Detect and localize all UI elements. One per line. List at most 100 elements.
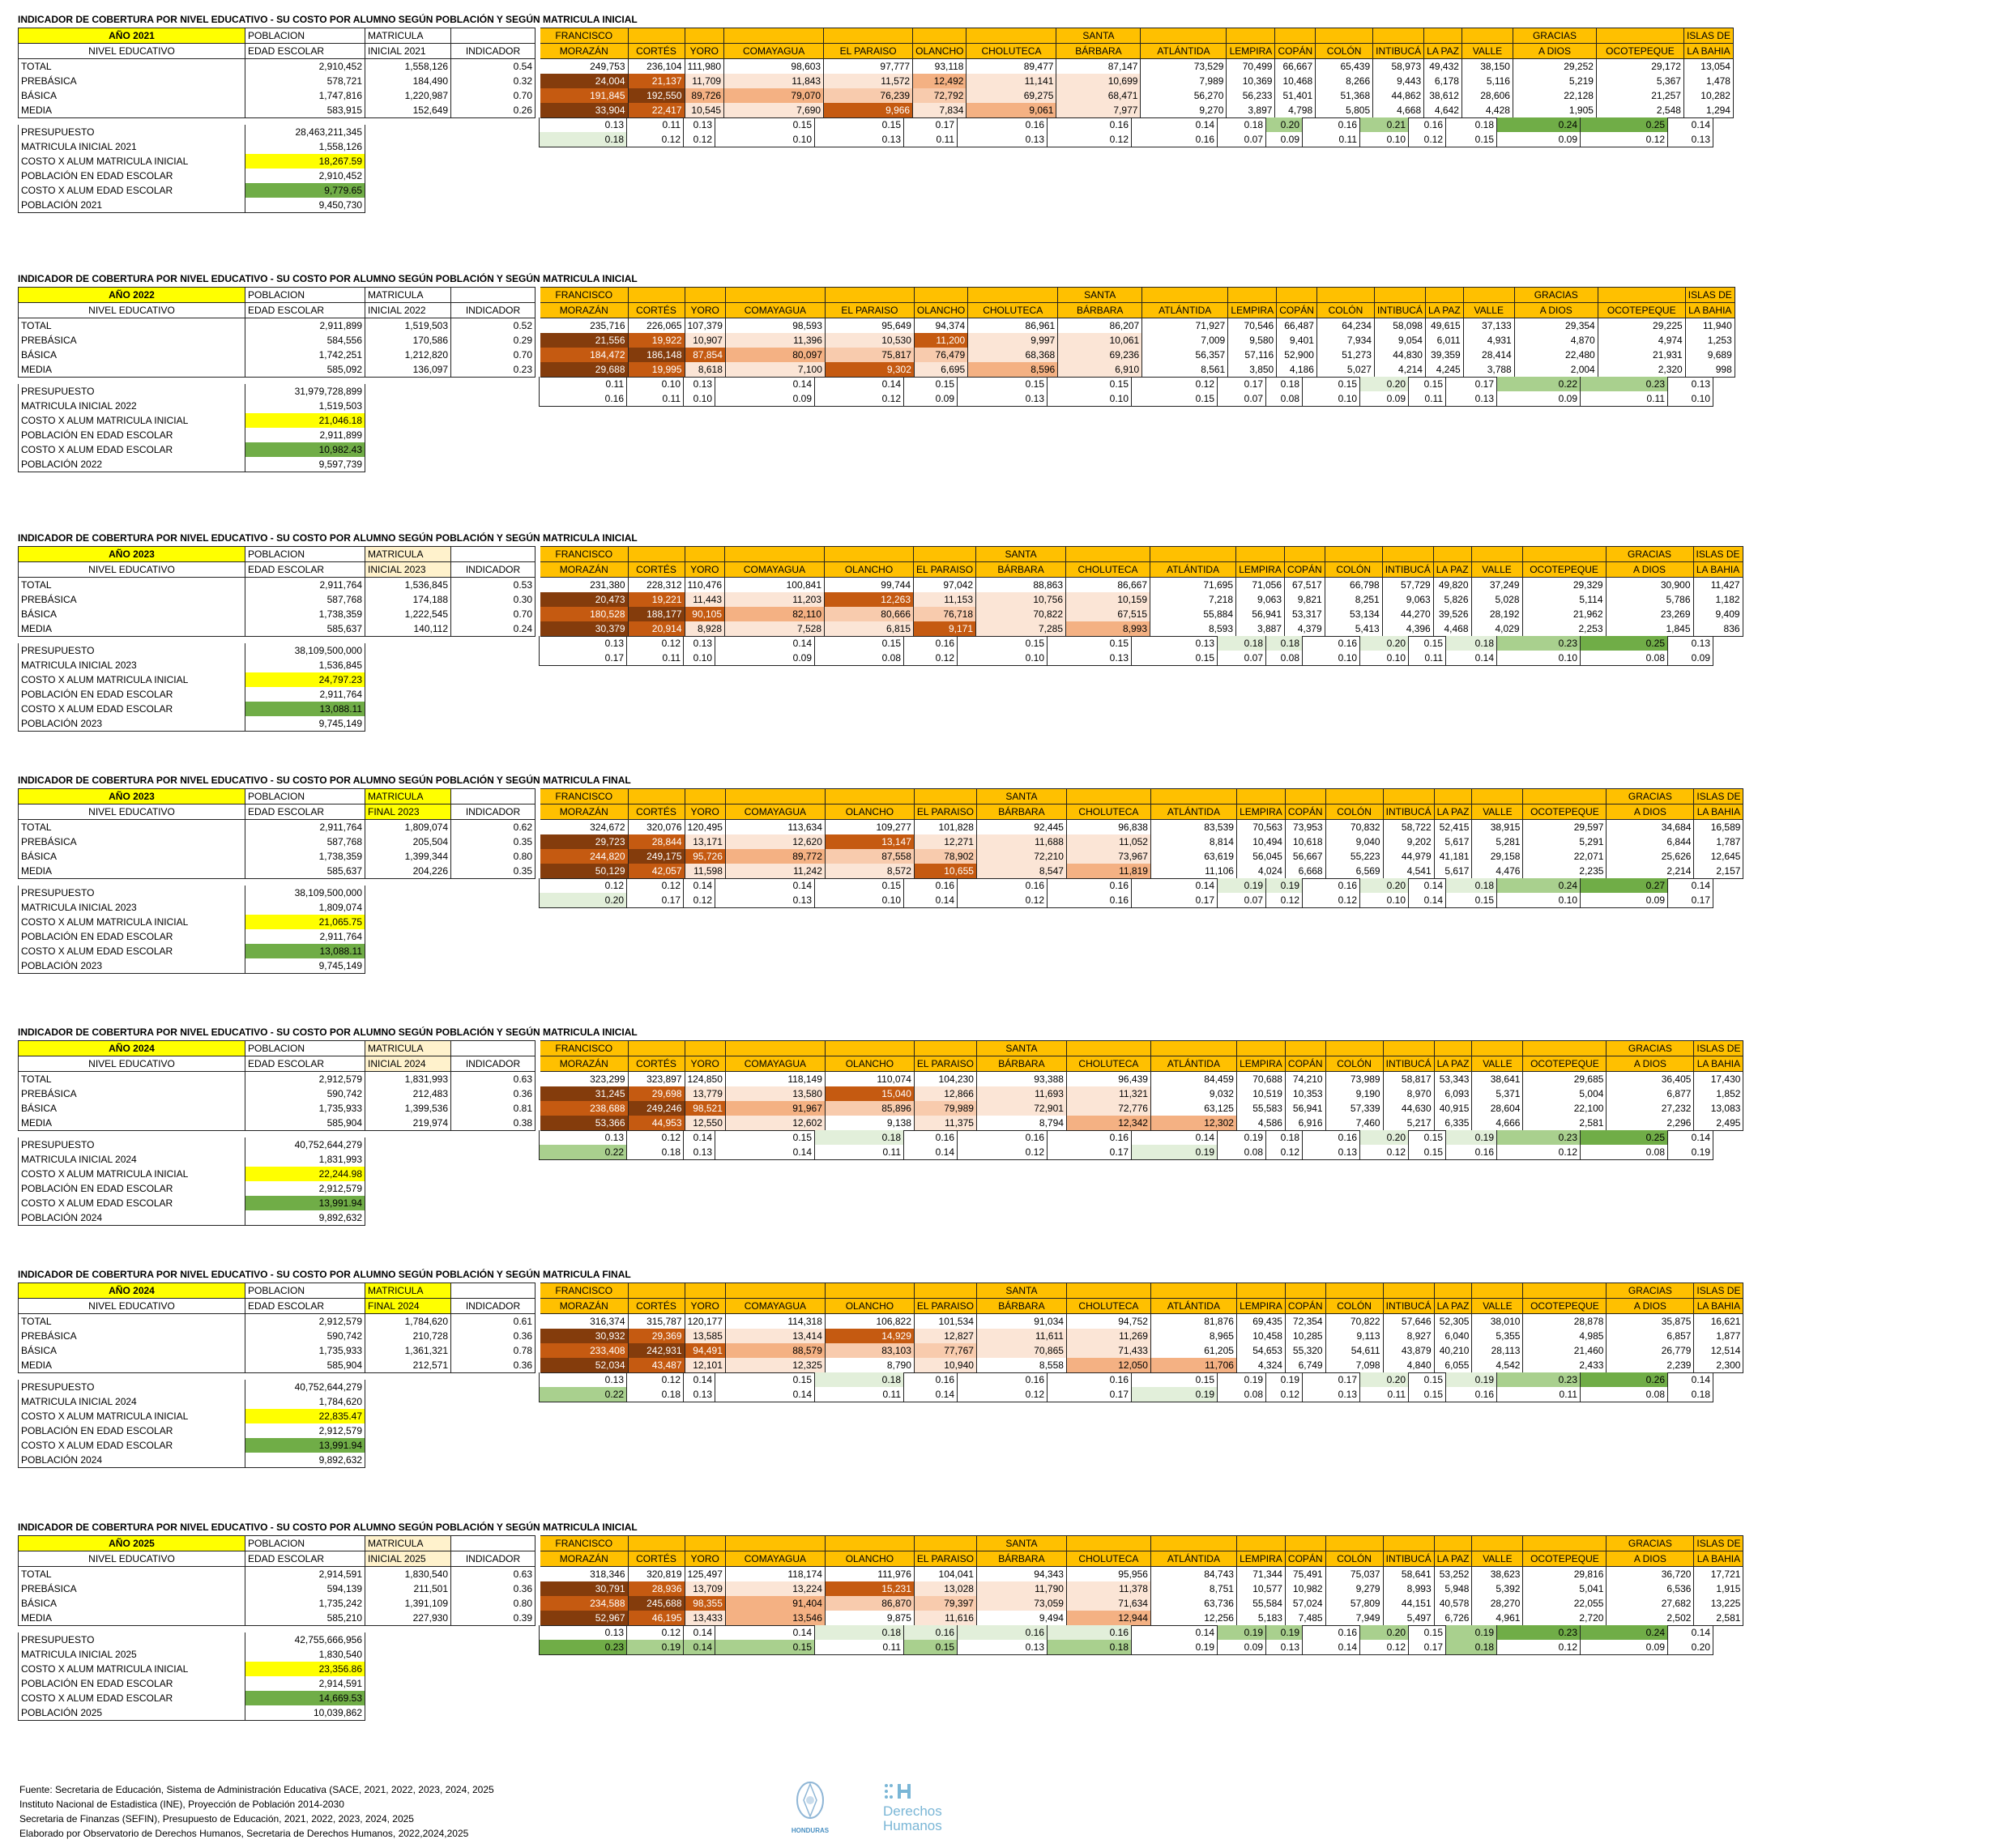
ratio-value: 0.18	[626, 1145, 684, 1160]
department-value: 98,603	[723, 58, 825, 74]
enrollment-header: MATRICULA	[365, 28, 451, 44]
ratio-value: 0.14	[715, 636, 815, 651]
department-header-top	[628, 1535, 685, 1551]
department-value: 16,589	[1693, 819, 1744, 834]
department-header-top	[1598, 287, 1686, 303]
department-value: 27,682	[1606, 1596, 1695, 1611]
department-value: 10,353	[1285, 1086, 1326, 1101]
population-value: 585,904	[245, 1358, 365, 1373]
department-value: 21,137	[628, 74, 685, 88]
department-header: COLÓN	[1325, 1551, 1384, 1567]
department-value: 234,588	[540, 1596, 629, 1611]
department-value: 56,667	[1285, 849, 1326, 864]
summary-label: POBLACIÓN EN EDAD ESCOLAR	[18, 929, 245, 944]
department-value: 28,844	[628, 834, 685, 849]
department-header-top	[1316, 287, 1375, 303]
department-value: 4,468	[1433, 621, 1472, 637]
department-value: 73,967	[1066, 849, 1151, 864]
ratio-value: 0.26	[1580, 1372, 1668, 1387]
department-header-top	[685, 28, 725, 44]
department-value: 49,820	[1433, 577, 1472, 592]
department-value: 2,495	[1693, 1116, 1744, 1131]
indicator-header-spacer	[450, 788, 536, 804]
department-value: 58,973	[1372, 58, 1425, 74]
ratio-value: 0.17	[1131, 893, 1218, 908]
summary-label: POBLACIÓN 2025	[18, 1705, 245, 1721]
gap	[535, 318, 540, 333]
department-value: 76,718	[913, 607, 977, 621]
block-title: INDICADOR DE COBERTURA POR NIVEL EDUCATI…	[18, 273, 638, 284]
department-header-top	[1434, 1040, 1473, 1056]
footer-line: Elaborado por Observatorio de Derechos H…	[19, 1828, 469, 1839]
ratio-value: 0.12	[626, 878, 684, 893]
department-header: CORTÉS	[628, 1551, 685, 1567]
department-header-top	[685, 1535, 726, 1551]
ratio-table: 0.13 0.12 0.13 0.14 0.15 0.16 0.15 0.15 0.13 0.18…	[539, 636, 1713, 666]
department-value: 43,879	[1383, 1343, 1435, 1358]
ratio-row: 0.22 0.18 0.13 0.14 0.11 0.14 0.12 0.17 0.19 0.08…	[539, 1145, 1713, 1160]
department-header-top	[1285, 788, 1326, 804]
row-label: PREBÁSICA	[18, 834, 245, 849]
row-label: TOTAL	[18, 577, 245, 592]
enrollment-value: 136,097	[365, 362, 451, 378]
department-header-top	[1383, 1283, 1435, 1299]
department-value: 53,366	[540, 1116, 629, 1131]
row-label: BÁSICA	[18, 849, 245, 864]
department-value: 120,177	[685, 1313, 726, 1329]
summary-label: POBLACIÓN EN EDAD ESCOLAR	[18, 687, 245, 702]
department-value: 10,530	[825, 333, 915, 348]
summary-label: PRESUPUESTO	[18, 643, 245, 658]
row-label: MEDIA	[18, 1358, 245, 1373]
department-header-top	[1522, 788, 1607, 804]
department-value: 5,392	[1471, 1581, 1524, 1596]
enrollment-value: 1,831,993	[365, 1071, 451, 1086]
row-label: PREBÁSICA	[18, 1329, 245, 1343]
ratio-value: 0.14	[1667, 878, 1713, 893]
gap	[535, 621, 540, 637]
ratio-value: 0.15	[1408, 1372, 1446, 1387]
department-value: 89,772	[725, 849, 826, 864]
ratio-value: 0.19	[1445, 1625, 1497, 1640]
summary-value: 10,039,862	[245, 1705, 365, 1721]
department-header: A DIOS	[1606, 1298, 1695, 1314]
ratio-value: 0.14	[1131, 878, 1218, 893]
department-header-top: ISLAS DE	[1693, 1535, 1744, 1551]
department-value: 10,468	[1274, 74, 1316, 88]
department-value: 70,546	[1227, 318, 1278, 333]
indicator-header: INDICADOR	[450, 1551, 536, 1567]
department-header-top	[725, 1283, 826, 1299]
department-value: 29,597	[1522, 819, 1607, 834]
department-header: OCOTEPEQUE	[1522, 1056, 1607, 1072]
row-label: MEDIA	[18, 864, 245, 879]
department-value: 10,756	[975, 592, 1067, 607]
department-value: 12,645	[1693, 849, 1744, 864]
ratio-value: 0.24	[1496, 878, 1581, 893]
enrollment-value: 1,536,845	[365, 577, 451, 592]
summary-value: 18,267.59	[245, 154, 365, 169]
department-value: 7,690	[723, 103, 825, 118]
department-value: 6,569	[1325, 864, 1384, 879]
department-header: OLANCHO	[825, 1056, 915, 1072]
year-label: AÑO 2024	[18, 1283, 245, 1299]
population-header: POBLACION	[245, 788, 365, 804]
department-header: VALLE	[1471, 1056, 1524, 1072]
department-header-top	[1150, 1040, 1237, 1056]
department-header-top	[1471, 1535, 1524, 1551]
ratio-value: 0.20	[1359, 377, 1409, 391]
department-value: 315,787	[628, 1313, 685, 1329]
department-value: 6,726	[1434, 1611, 1473, 1626]
summary-value: 2,911,764	[245, 929, 365, 944]
department-value: 38,010	[1471, 1313, 1524, 1329]
ratio-value: 0.14	[1445, 651, 1497, 666]
table-row: BÁSICA 1,747,816 1,220,987 0.70 191,845 192,5…	[18, 88, 1734, 103]
department-header-top: FRANCISCO	[540, 1283, 629, 1299]
department-value: 5,281	[1471, 834, 1524, 849]
summary-label: COSTO X ALUM EDAD ESCOLAR	[18, 183, 245, 198]
ratio-value: 0.11	[626, 651, 684, 666]
summary-table: PRESUPUESTO 42,755,666,956 MATRICULA INICI…	[18, 1632, 365, 1721]
department-value: 98,593	[725, 318, 826, 333]
department-value: 29,685	[1522, 1071, 1607, 1086]
department-header: EL PARAISO	[914, 1551, 977, 1567]
ratio-value: 0.22	[539, 1145, 627, 1160]
dh-mark-icon	[885, 1784, 911, 1799]
